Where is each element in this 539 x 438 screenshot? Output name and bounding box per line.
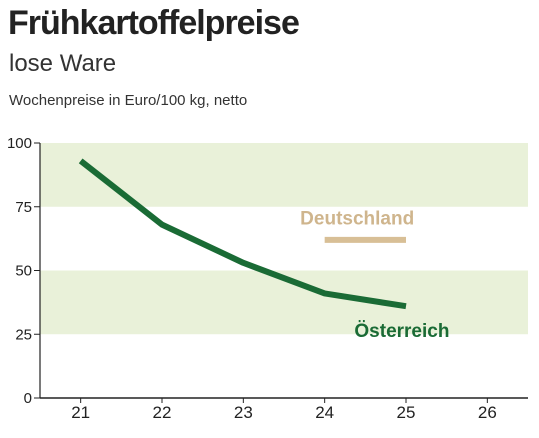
x-tick-label: 22 — [153, 403, 172, 422]
x-tick-label: 21 — [71, 403, 90, 422]
series-label-deutschland: Deutschland — [300, 209, 414, 230]
grid-band-1 — [40, 143, 528, 207]
x-tick-label: 26 — [478, 403, 497, 422]
y-tick-label: 50 — [15, 263, 32, 280]
series-label-oesterreich: Österreich — [354, 321, 449, 342]
series-line-sterreich — [78, 158, 407, 310]
x-tick-label: 23 — [234, 403, 253, 422]
chart-subtitle: lose Ware — [9, 50, 117, 77]
y-tick-label: 0 — [24, 390, 32, 407]
y-tick-label: 100 — [7, 135, 32, 152]
x-tick-label: 24 — [315, 403, 334, 422]
unit-label: Wochenpreise in Euro/100 kg, netto — [9, 92, 248, 109]
page-title: Frühkartoffelpreise — [8, 4, 300, 42]
y-tick-label: 25 — [15, 326, 32, 343]
x-tick-label: 25 — [397, 403, 416, 422]
y-tick-label: 75 — [15, 199, 32, 216]
